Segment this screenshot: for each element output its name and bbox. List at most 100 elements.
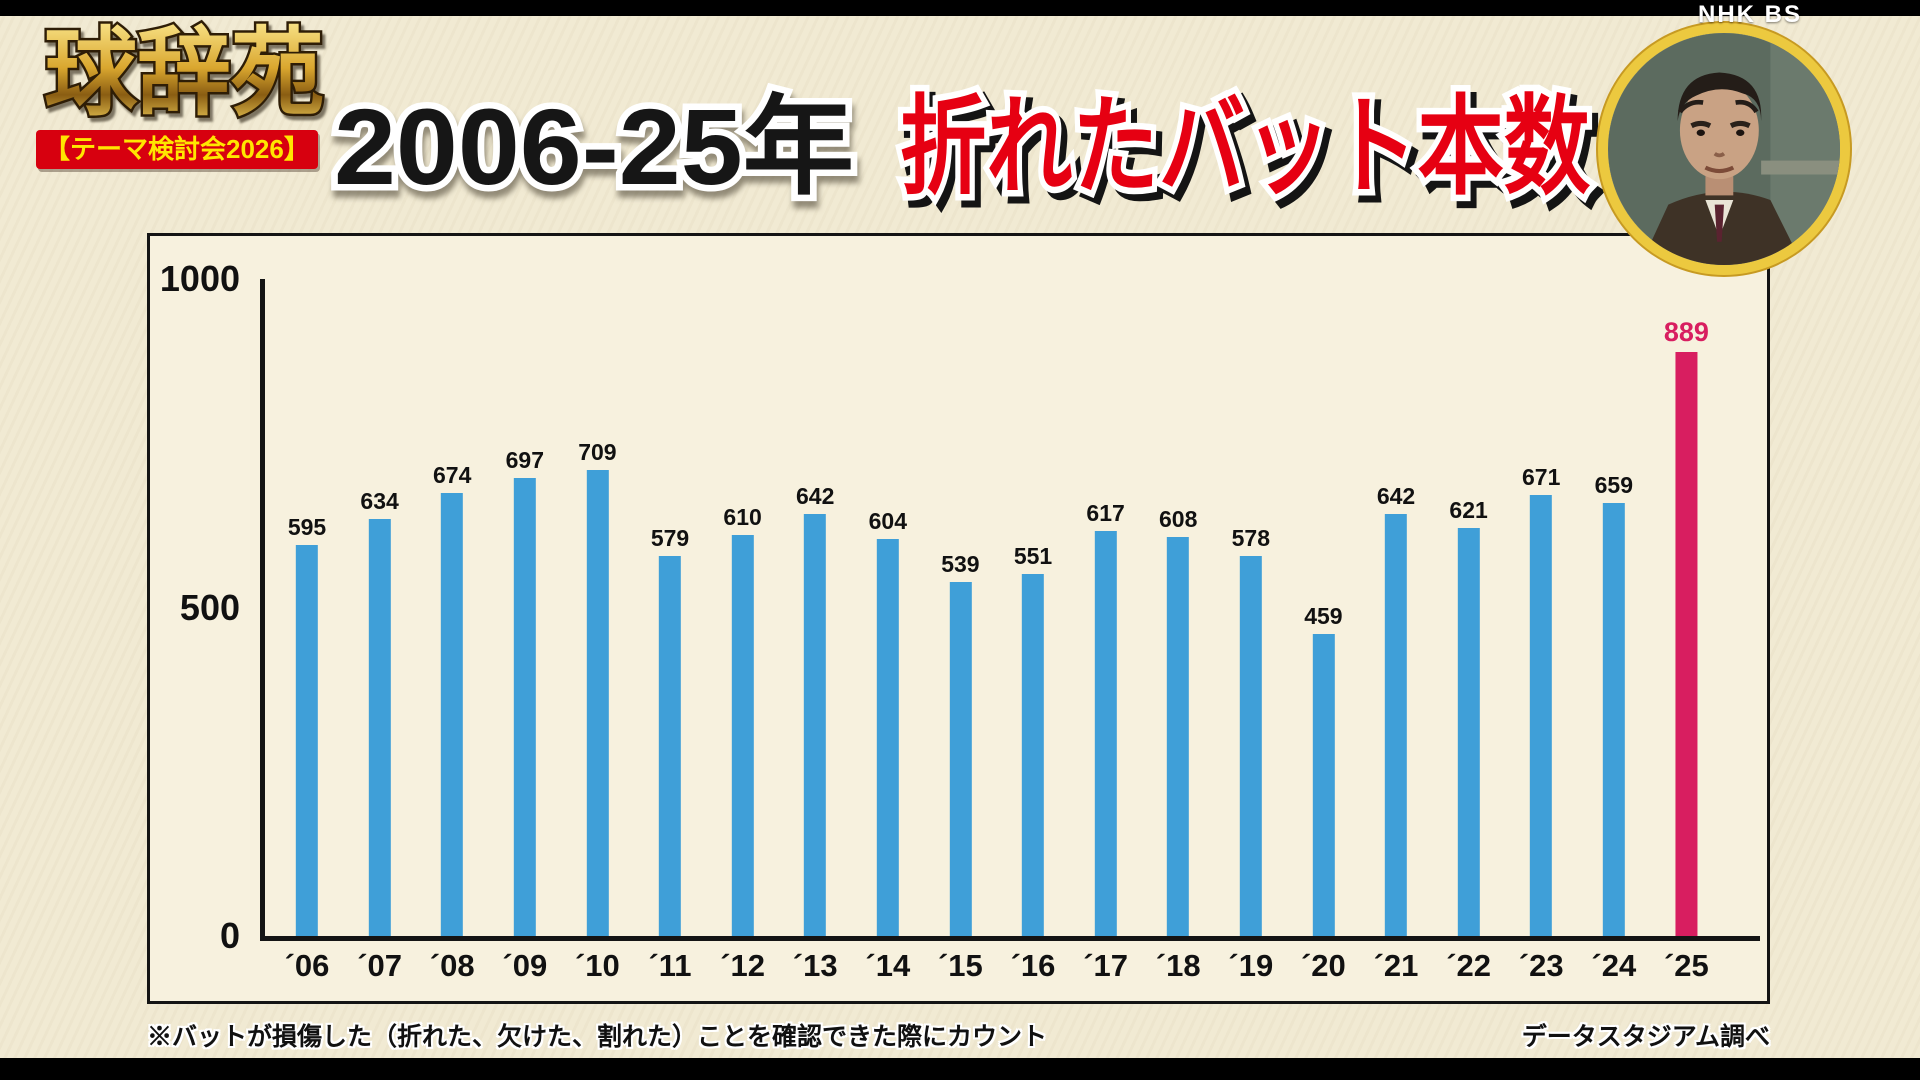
x-tick-label: ´17 [1083, 948, 1128, 983]
bar-column: 608 [1159, 508, 1197, 936]
bar-value-label: 889 [1663, 317, 1709, 347]
x-tick-label: ´18 [1155, 948, 1201, 983]
x-tick-label: ´12 [720, 948, 765, 983]
bar [441, 493, 464, 936]
letterbox-top [0, 0, 1920, 16]
bar-value-label: 617 [1086, 500, 1125, 526]
bar-column: 709 [578, 439, 617, 936]
bar-value-label: 539 [941, 551, 980, 577]
program-badge: 【テーマ検討会2026】 [36, 130, 318, 170]
bar-column: 578 [1232, 527, 1270, 936]
bar-value-label: 709 [578, 439, 617, 465]
x-tick-label: ´21 [1373, 948, 1419, 983]
person-portrait-icon [1608, 33, 1840, 265]
bar [731, 535, 754, 936]
x-tick-label: ´19 [1228, 948, 1274, 983]
bar-column: 617 [1086, 500, 1125, 936]
x-tick-label: ´25 [1663, 948, 1709, 983]
x-tick-label: ´23 [1518, 948, 1564, 983]
y-tick-label: 500 [179, 586, 240, 628]
bar-value-label: 642 [796, 483, 835, 509]
bar [1022, 574, 1044, 936]
data-source: データスタジアム調べ [1521, 1023, 1770, 1051]
y-axis-ticks: 0 500 1000 [150, 261, 254, 954]
panelist-photo [1598, 23, 1850, 275]
bar-value-label: 459 [1304, 603, 1343, 629]
bar-value-label: 604 [868, 508, 907, 534]
headline-period: 2006-25年 [334, 86, 854, 207]
bar [1239, 556, 1262, 936]
x-tick-label: ´07 [357, 948, 402, 983]
bar-column: 642 [1377, 485, 1415, 936]
bar-value-label: 659 [1594, 472, 1633, 498]
bar-value-label: 634 [360, 488, 399, 514]
bar-value-label: 674 [433, 462, 472, 488]
bar-value-label: 697 [505, 447, 544, 473]
x-tick-label: ´13 [792, 948, 838, 983]
bar [804, 514, 827, 936]
x-tick-label: ´20 [1300, 948, 1346, 983]
headline: 2006-25年 折れたバット本数 [328, 80, 1597, 214]
bar [1385, 514, 1407, 936]
plot-area: 595 ´06 634 ´07 674 ´08 697 ´09 709 ´10 579 ´11 610 ´… [260, 279, 1760, 981]
bar-column: 610 [723, 504, 762, 936]
bar-value-label: 621 [1449, 497, 1488, 523]
y-tick-label: 1000 [159, 258, 240, 299]
headline-title: 折れたバット本数 [900, 86, 1590, 207]
bar [1457, 528, 1480, 936]
bar [1602, 503, 1625, 936]
x-tick-label: ´06 [284, 948, 330, 983]
x-tick-label: ´24 [1591, 948, 1637, 983]
x-tick-label: ´09 [502, 948, 548, 983]
bar [586, 470, 609, 936]
bar-column: 697 [506, 449, 544, 936]
bar [296, 545, 318, 936]
bar-column: 459 [1304, 603, 1343, 936]
x-tick-label: ´15 [937, 948, 983, 983]
x-tick-label: ´16 [1010, 948, 1056, 983]
bar-value-label: 610 [723, 504, 762, 530]
bar-column: 539 [941, 551, 980, 936]
bar-column: 889 [1664, 319, 1709, 936]
bar [659, 556, 681, 936]
letterbox-bottom [0, 1058, 1920, 1080]
bar-column: 671 [1522, 466, 1560, 936]
bar [876, 539, 899, 936]
bar-value-label: 579 [650, 525, 690, 551]
bar-column: 551 [1014, 545, 1052, 936]
bar-value-label: 595 [287, 514, 327, 540]
bar-column: 634 [360, 488, 399, 936]
bar [1167, 537, 1190, 936]
bar-column: 674 [433, 464, 471, 936]
bar-column: 604 [869, 510, 907, 936]
bar [1530, 495, 1553, 936]
bar-column: 659 [1595, 474, 1633, 936]
bar-highlight [1675, 352, 1698, 936]
bar-value-label: 642 [1376, 483, 1416, 509]
bar-column: 595 [288, 516, 326, 936]
bar [1094, 531, 1117, 936]
bar-value-label: 608 [1159, 506, 1198, 532]
broadcaster-logo: NHK BS [1698, 1, 1803, 28]
chart-panel: 0 500 1000 595 ´06 634 ´07 674 ´08 697 ´09 709 ´10 5… [147, 233, 1770, 1004]
bar [513, 478, 536, 936]
bar-column: 579 [651, 527, 689, 936]
x-tick-label: ´14 [865, 948, 911, 983]
program-logo: 球辞苑 [42, 18, 327, 130]
bar [1312, 634, 1335, 936]
bar-value-label: 671 [1522, 464, 1561, 490]
bar-column: 642 [796, 485, 834, 936]
x-tick-label: ´11 [648, 948, 692, 983]
bar [949, 582, 972, 936]
y-tick-label: 0 [219, 915, 240, 956]
x-tick-label: ´10 [574, 948, 620, 983]
bar [368, 519, 391, 936]
program-logo-text: 球辞苑 [44, 20, 324, 127]
bar-value-label: 551 [1013, 543, 1053, 569]
bar-column: 621 [1449, 497, 1488, 936]
bar-value-label: 578 [1231, 525, 1270, 551]
x-tick-label: ´22 [1446, 948, 1491, 983]
x-tick-label: ´08 [429, 948, 475, 983]
footnote: ※バットが損傷した（折れた、欠けた、割れた）ことを確認できた際にカウント [147, 1023, 1048, 1051]
